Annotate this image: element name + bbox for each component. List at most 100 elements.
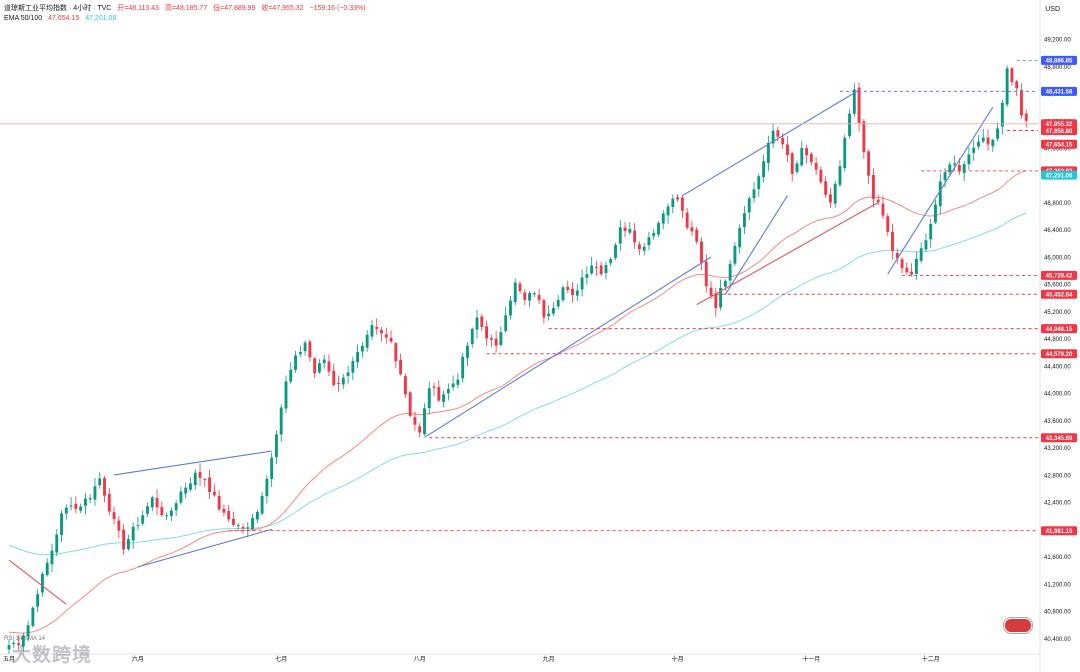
trendline [8, 559, 67, 605]
y-tick-label: 45,600.00 [1044, 283, 1071, 289]
candle-body [480, 316, 484, 328]
candle-body [852, 89, 856, 114]
candle-body [924, 240, 928, 250]
ema100-line [8, 212, 1027, 556]
ema50-line [8, 169, 1027, 634]
candle-body [7, 645, 11, 650]
low-value: 低=47,889.99 [213, 5, 256, 12]
rsi-indicator-label[interactable]: RSI 14 SMA 14 [4, 636, 46, 642]
candle-body [628, 229, 632, 233]
y-tick-label: 44,400.00 [1044, 364, 1071, 370]
trendline [137, 528, 272, 568]
candle-body [17, 643, 20, 645]
trendline [887, 106, 994, 275]
candle-body [327, 361, 331, 372]
candle-body [862, 121, 866, 153]
candle-body [805, 148, 808, 156]
candle-body [1000, 102, 1004, 127]
candle-body [494, 338, 498, 346]
y-tick-label: 43,600.00 [1044, 419, 1071, 425]
candle-body [599, 265, 603, 275]
candle-body [585, 274, 589, 278]
candle-body [728, 263, 732, 281]
candle-body [150, 497, 154, 508]
candle-body [380, 329, 383, 334]
candle-body [905, 267, 909, 273]
price-level-label: 44,948.15 [1046, 327, 1073, 333]
symbol-title[interactable]: 道琼斯工业平均指数 · 4小时 · TVC [4, 5, 112, 12]
candle-body [532, 293, 536, 295]
candle-body [246, 527, 250, 529]
price-level-label: 45,452.84 [1046, 293, 1073, 299]
candle-body [561, 287, 565, 301]
candle-body [265, 478, 269, 497]
ema-indicator-label[interactable]: EMA 50/100 [4, 15, 43, 22]
candle-body [174, 503, 178, 511]
candle-body [575, 290, 579, 296]
price-level-tag [1041, 270, 1077, 280]
candle-body [843, 137, 847, 169]
candle-body [432, 386, 436, 388]
candle-body [929, 223, 933, 240]
candle-body [824, 181, 828, 195]
candle-body [757, 176, 761, 190]
trendline [724, 195, 788, 295]
candle-body [45, 562, 49, 576]
x-tick-label: 十月 [672, 655, 684, 663]
candle-body [394, 343, 398, 362]
y-tick-label: 41,600.00 [1044, 555, 1071, 561]
x-tick-label: 十二月 [922, 655, 940, 663]
candle-body [953, 163, 957, 165]
candle-body [222, 508, 226, 513]
candle-body [370, 324, 374, 337]
watermark-logo: 大数跨境 [12, 645, 93, 666]
candle-body [489, 338, 493, 340]
candle-body [657, 223, 660, 235]
candle-body [700, 241, 703, 263]
candle-body [322, 359, 326, 364]
candle-body [107, 493, 111, 512]
candle-body [809, 154, 813, 162]
us-flag-icon [1004, 618, 1032, 633]
open-value: 开=48,113.43 [117, 5, 160, 12]
candle-body [356, 351, 360, 363]
candle-body [876, 199, 880, 203]
candle-body [676, 197, 680, 200]
candle-body [98, 478, 102, 486]
candle-body [446, 389, 450, 394]
price-level-label: 43,345.69 [1046, 436, 1073, 442]
y-tick-label: 49,200.00 [1044, 38, 1071, 44]
candle-body [986, 137, 990, 145]
candle-body [365, 334, 369, 348]
candle-body [614, 245, 617, 258]
candle-body [828, 194, 832, 203]
candle-body [427, 388, 431, 409]
candle-body [685, 212, 689, 228]
trendline [696, 202, 879, 306]
candle-body [437, 387, 441, 401]
y-tick-label: 44,000.00 [1044, 392, 1071, 398]
candle-body [509, 300, 512, 316]
candle-body [131, 526, 135, 541]
candle-body [12, 642, 16, 644]
candle-body [738, 227, 742, 248]
trendline [113, 450, 272, 476]
candle-body [504, 315, 508, 331]
candle-body [69, 505, 73, 507]
candle-body [695, 229, 699, 242]
close-value: 收=47,955.32 [261, 5, 304, 12]
candle-body [485, 326, 489, 339]
x-tick-label: 七月 [275, 655, 287, 663]
change-value: −159.16 (−0.33%) [309, 5, 366, 12]
candle-body [408, 392, 412, 416]
price-level-tag [1041, 526, 1077, 536]
candle-body [537, 294, 541, 301]
candle-body [466, 345, 469, 358]
candle-body [451, 383, 455, 388]
candle-body [308, 341, 312, 358]
candle-body [680, 197, 684, 211]
price-level-tag [1041, 126, 1077, 136]
candle-body [141, 515, 145, 524]
candle-body [179, 491, 183, 503]
